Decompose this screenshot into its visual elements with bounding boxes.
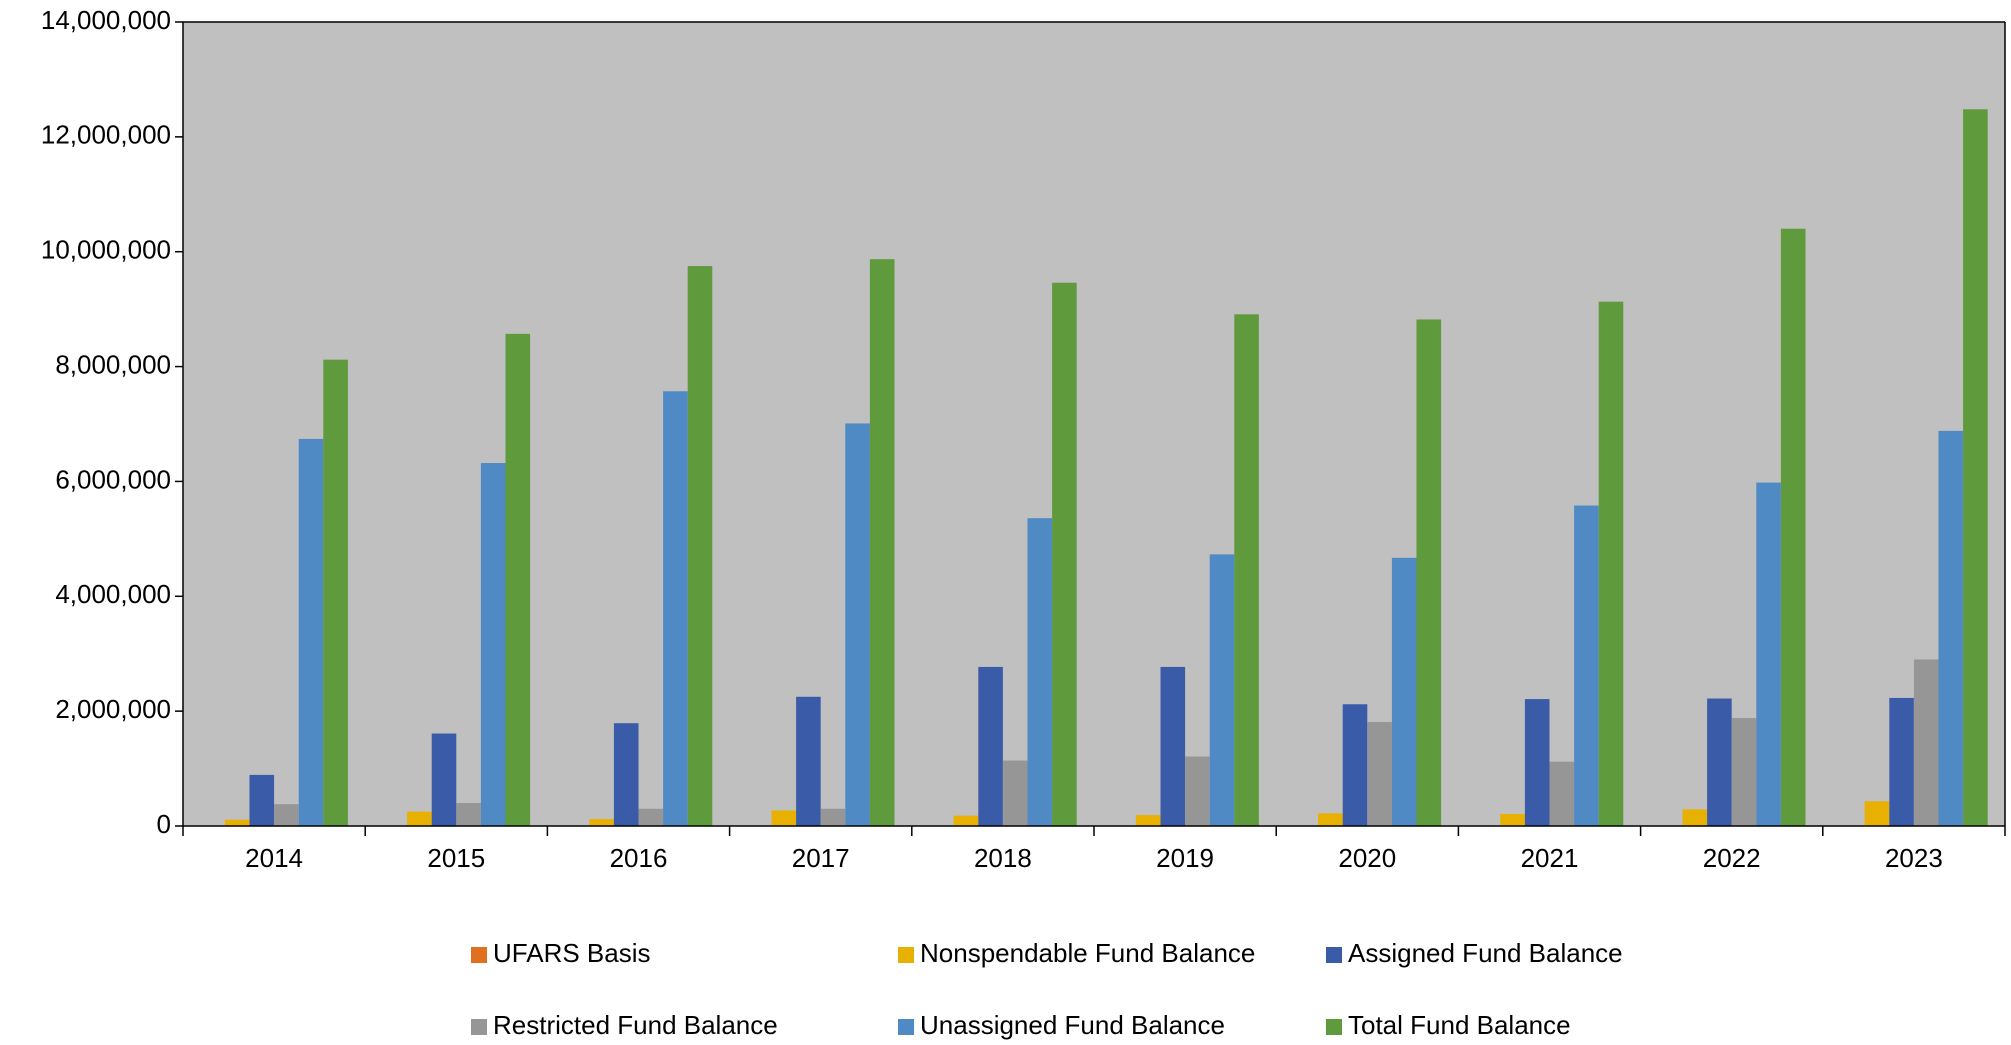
bar: [1391, 557, 1417, 826]
legend-swatch: [898, 947, 914, 963]
legend-label: UFARS Basis: [493, 938, 651, 968]
bar: [1185, 756, 1210, 826]
x-tick-label: 2018: [974, 843, 1032, 873]
bar: [1367, 722, 1392, 826]
bar: [431, 733, 457, 826]
bar: [1598, 301, 1624, 827]
bar: [456, 803, 481, 826]
bar: [687, 266, 713, 827]
bar: [274, 804, 299, 826]
bar: [249, 774, 275, 826]
bar: [1027, 518, 1053, 826]
x-tick-label: 2019: [1156, 843, 1214, 873]
bar: [407, 811, 432, 826]
bar: [1318, 813, 1343, 826]
bar: [1756, 482, 1781, 826]
bar: [1574, 505, 1599, 826]
bar: [1731, 718, 1757, 826]
bar: [1135, 815, 1161, 826]
bar: [323, 359, 348, 826]
bar: [796, 696, 821, 826]
legend-swatch: [1326, 947, 1342, 963]
y-tick-label: 10,000,000: [41, 235, 171, 265]
x-tick-label: 2016: [610, 843, 668, 873]
x-tick-label: 2014: [245, 843, 303, 873]
bar: [589, 819, 614, 826]
x-tick-label: 2015: [427, 843, 485, 873]
bar: [1682, 809, 1708, 826]
bar: [820, 808, 846, 826]
bar: [505, 333, 531, 826]
bar: [480, 463, 506, 826]
bar: [663, 391, 688, 826]
bar: [1052, 282, 1077, 826]
legend-label: Total Fund Balance: [1348, 1010, 1571, 1040]
bar: [1707, 698, 1732, 826]
y-tick-label: 0: [157, 809, 171, 839]
bar: [1416, 319, 1442, 826]
bar: [845, 423, 870, 826]
legend-swatch: [898, 1019, 914, 1035]
bar: [1209, 554, 1235, 826]
legend-label: Nonspendable Fund Balance: [920, 938, 1255, 968]
legend-swatch: [471, 1019, 487, 1035]
bar: [613, 723, 639, 826]
y-tick-label: 14,000,000: [41, 5, 171, 35]
x-tick-label: 2021: [1521, 843, 1579, 873]
legend-label: Restricted Fund Balance: [493, 1010, 778, 1040]
bar: [953, 815, 979, 826]
bar: [1864, 801, 1890, 826]
legend-swatch: [471, 947, 487, 963]
y-tick-label: 4,000,000: [55, 579, 171, 609]
bar: [224, 819, 250, 826]
bar: [869, 259, 895, 826]
y-tick-label: 12,000,000: [41, 120, 171, 150]
bar: [771, 810, 797, 826]
x-tick-label: 2023: [1885, 843, 1943, 873]
bar: [1780, 228, 1806, 826]
bar: [1549, 761, 1575, 826]
bar: [1524, 699, 1550, 826]
y-tick-label: 2,000,000: [55, 694, 171, 724]
bar: [1500, 813, 1525, 826]
legend-label: Unassigned Fund Balance: [920, 1010, 1225, 1040]
y-tick-label: 6,000,000: [55, 464, 171, 494]
bar: [1002, 760, 1028, 826]
bar: [1342, 704, 1368, 826]
bar: [298, 438, 324, 826]
legend-label: Assigned Fund Balance: [1348, 938, 1623, 968]
legend-swatch: [1326, 1019, 1342, 1035]
bar: [1938, 430, 1964, 826]
bar: [1889, 697, 1914, 826]
bar: [978, 666, 1003, 826]
bar: [1160, 666, 1186, 826]
x-tick-label: 2017: [792, 843, 850, 873]
x-tick-label: 2020: [1338, 843, 1396, 873]
bar: [1913, 659, 1939, 826]
bar: [1963, 109, 1988, 826]
x-tick-label: 2022: [1703, 843, 1761, 873]
bar: [1234, 314, 1259, 826]
bar: [638, 808, 664, 826]
y-tick-label: 8,000,000: [55, 349, 171, 379]
